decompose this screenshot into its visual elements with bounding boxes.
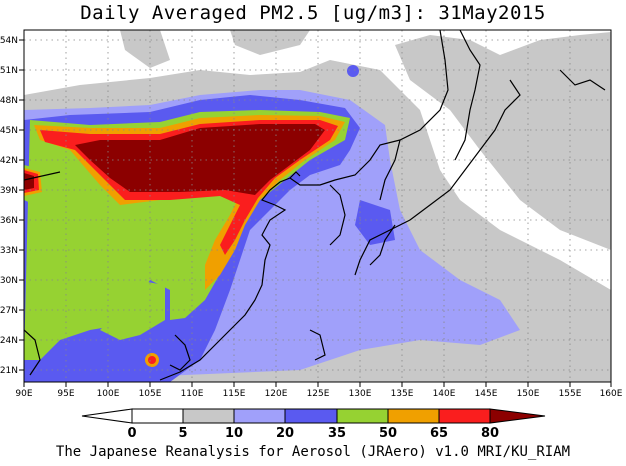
colorbar-label: 20 [276,426,294,441]
colorbar-bin-35 [284,408,338,424]
map-title: Daily Averaged PM2.5 [ug/m3]: 31May2015 [80,2,546,24]
lon-label: 140E [433,389,456,399]
colorbar-bin-80 [438,408,491,424]
lon-label: 135E [391,389,414,399]
colorbar-bin-max [489,408,546,424]
lat-label: 48N [0,96,18,106]
colorbar-label: 50 [379,426,397,441]
lat-label: 27N [0,306,18,316]
colorbar-label: 10 [225,426,243,441]
colorbar-bin-50 [336,408,389,424]
lat-labels: 54N 51N 48N 45N 42N 39N 36N 33N 30N 27N … [0,36,18,376]
lon-label: 95E [57,389,74,399]
colorbar-bin-65 [387,408,440,424]
colorbar-label: 0 [127,426,136,441]
colorbar-bin-20 [233,408,286,424]
colorbar-labels: 0 5 10 20 35 50 65 80 [127,426,499,441]
colorbar-bin-10 [182,408,235,424]
lat-label: 42N [0,156,18,166]
lon-label: 145E [475,389,498,399]
colorbar-bin-5 [131,408,184,424]
lon-label: 155E [559,389,582,399]
lon-label: 130E [349,389,372,399]
lon-label: 90E [15,389,32,399]
colorbar-label: 65 [430,426,448,441]
lat-label: 39N [0,186,18,196]
lat-label: 21N [0,366,18,376]
lon-label: 160E [600,389,623,399]
lon-label: 115E [223,389,246,399]
lat-label: 36N [0,216,18,226]
credit-text: The Japanese Reanalysis for Aerosol (JRA… [55,444,571,460]
lon-label: 125E [307,389,330,399]
lat-label: 54N [0,36,18,46]
colorbar-label: 80 [481,426,499,441]
lon-label: 120E [265,389,288,399]
lat-label: 45N [0,126,18,136]
lat-label: 51N [0,66,18,76]
coastlines [24,30,606,381]
lon-label: 110E [181,389,204,399]
colorbar [81,408,546,424]
lon-label: 100E [97,389,120,399]
lat-label: 30N [0,276,18,286]
lat-label: 33N [0,246,18,256]
lon-label: 150E [517,389,540,399]
contour-80-plus [24,124,325,195]
tick-marks [19,39,612,387]
lon-label: 105E [139,389,162,399]
lon-labels: 90E 95E 100E 105E 110E 115E 120E 125E 13… [15,389,622,399]
colorbar-label: 5 [178,426,187,441]
lat-label: 24N [0,336,18,346]
colorbar-bin-0 [81,408,133,424]
colorbar-label: 35 [328,426,346,441]
